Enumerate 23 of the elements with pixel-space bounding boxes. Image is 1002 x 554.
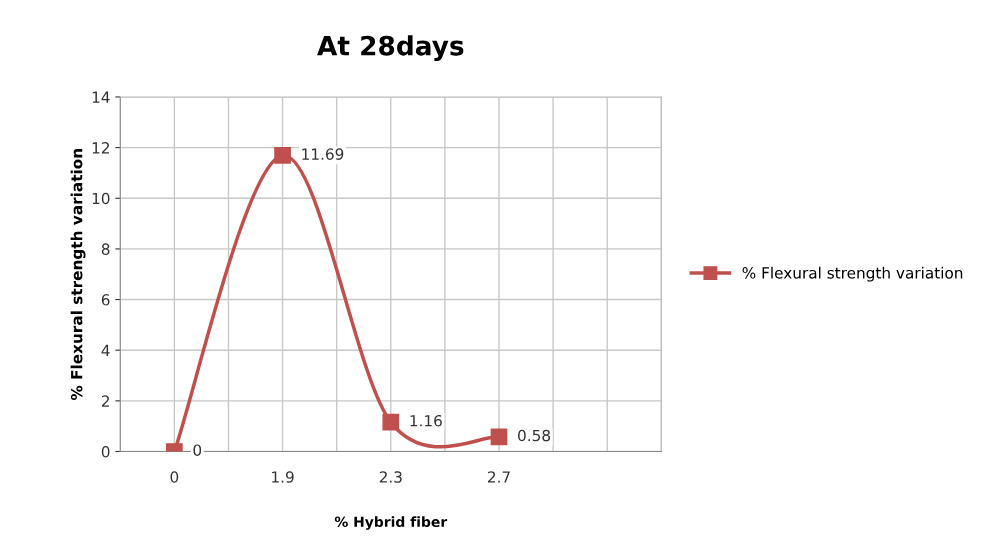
y-tick-label: 12 — [92, 142, 109, 154]
point — [274, 147, 291, 164]
y-tick-label: 0 — [101, 445, 110, 458]
point — [382, 413, 400, 431]
data-label: 0.58 — [518, 429, 551, 442]
y-tick-label: 14 — [92, 91, 110, 103]
y-tick-label: 4 — [101, 344, 110, 357]
x-tick-label: 1.9 — [272, 471, 294, 483]
y-tick-label: 10 — [92, 192, 110, 205]
point — [490, 428, 508, 446]
y-axis-title: % Flexural strength variation — [70, 149, 86, 401]
x-axis-title: % Hybrid fiber — [334, 516, 448, 530]
legend-label: % Flexural strength variation — [742, 266, 963, 282]
y-tick-label: 2 — [101, 395, 109, 407]
y-tick-label: 8 — [101, 243, 110, 255]
chart-title: At 28days — [317, 35, 464, 61]
y-tick-label: 6 — [101, 294, 110, 306]
data-label: 1.16 — [410, 415, 442, 427]
x-tick-label: 0 — [170, 471, 179, 483]
data-label: 0 — [193, 444, 202, 456]
data-label: 11.69 — [302, 148, 344, 160]
x-tick-label: 2.7 — [487, 471, 510, 483]
x-tick-label: 2.3 — [379, 471, 402, 483]
